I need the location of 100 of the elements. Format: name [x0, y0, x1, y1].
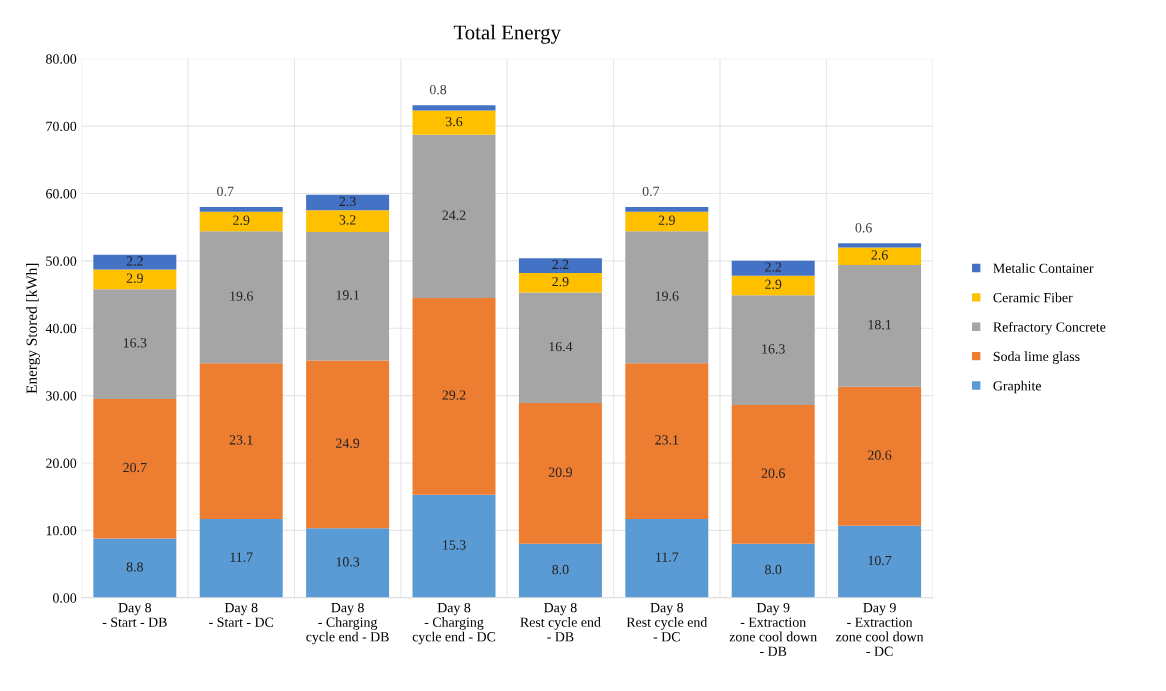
data-label: 16.3 — [762, 344, 785, 354]
y-axis-title: Energy Stored [kWh] — [26, 263, 40, 394]
bar — [306, 231, 390, 361]
x-tick-label: Day 8 - Charging cycle end - DC — [412, 602, 496, 645]
data-label: 19.6 — [655, 291, 679, 301]
bar — [199, 363, 283, 519]
legend-label: Refractory Concrete — [993, 321, 1106, 335]
bar — [306, 360, 390, 529]
bar — [731, 295, 815, 406]
bar — [731, 275, 815, 296]
data-label: 8.8 — [126, 562, 143, 572]
bar — [306, 210, 390, 232]
data-label: 29.2 — [442, 390, 466, 400]
bar — [518, 403, 602, 544]
bar — [625, 211, 709, 232]
bar — [731, 260, 815, 276]
legend-label: Ceramic Fiber — [993, 292, 1073, 303]
y-tick-label: 70.00 — [46, 121, 77, 132]
x-tick-label: Day 8 - Start - DC — [209, 602, 274, 627]
bar — [838, 525, 922, 598]
bar — [518, 272, 602, 293]
data-label: 11.7 — [656, 552, 679, 562]
y-tick-label: 60.00 — [46, 189, 77, 199]
data-label: 11.7 — [230, 552, 253, 562]
bar — [838, 264, 922, 387]
bar — [412, 134, 496, 298]
bar — [199, 518, 283, 598]
data-label: 0.8 — [429, 84, 447, 95]
bar — [838, 386, 922, 526]
x-tick-label: Day 9 - Extraction zone cool down - DC — [836, 602, 924, 656]
data-label: 8.0 — [552, 564, 569, 575]
bar — [412, 494, 496, 598]
bar — [838, 247, 922, 265]
data-label: 2.9 — [233, 215, 250, 225]
data-label: 23.1 — [229, 435, 253, 445]
data-label: 2.9 — [126, 273, 143, 283]
bar — [518, 543, 602, 598]
chart-title: Total Energy — [453, 24, 561, 44]
data-label: 0.6 — [855, 223, 872, 233]
x-tick-label: Day 8 - Start - DB — [102, 602, 167, 627]
data-label: 2.9 — [658, 215, 675, 225]
bar — [731, 543, 815, 598]
bar — [93, 398, 177, 539]
bar — [306, 194, 390, 211]
data-label: 18.1 — [868, 319, 891, 330]
data-label: 10.7 — [868, 555, 892, 566]
y-tick-label: 20.00 — [46, 458, 77, 468]
data-label: 15.3 — [443, 540, 466, 550]
bar — [412, 297, 496, 495]
y-tick-label: 0.00 — [52, 593, 77, 603]
y-tick-label: 30.00 — [46, 391, 77, 401]
data-label: 20.6 — [761, 468, 785, 478]
bar — [625, 363, 709, 519]
bar — [412, 110, 496, 135]
x-tick-label: Day 8 Rest cycle end - DB — [520, 602, 601, 642]
data-label: 23.1 — [655, 435, 679, 445]
bar — [412, 105, 496, 111]
y-tick-label: 10.00 — [46, 525, 77, 536]
y-tick-label: 40.00 — [45, 323, 77, 334]
bar — [93, 289, 177, 399]
bar — [199, 206, 283, 212]
y-tick-label: 80.00 — [46, 54, 77, 64]
legend-label: Soda lime glass — [993, 351, 1080, 364]
data-label: 20.6 — [868, 450, 892, 460]
data-label: 24.2 — [442, 210, 466, 220]
x-tick-label: Day 8 Rest cycle end - DC — [626, 602, 708, 642]
bar — [625, 518, 709, 598]
data-label: 2.9 — [765, 279, 782, 289]
data-label: 2.3 — [339, 196, 356, 207]
data-label: 3.2 — [339, 215, 356, 225]
data-label: 19.1 — [336, 290, 359, 300]
bar — [93, 254, 177, 270]
data-label: 3.6 — [445, 116, 463, 127]
data-label: 0.7 — [217, 186, 234, 197]
bar — [731, 405, 815, 544]
x-tick-label: Day 8 - Charging cycle end - DB — [306, 602, 389, 645]
bar — [625, 231, 709, 364]
data-label: 16.4 — [549, 341, 573, 352]
y-tick-label: 50.00 — [46, 256, 77, 266]
data-label: 8.0 — [765, 564, 782, 575]
data-label: 2.9 — [552, 276, 569, 287]
bar — [306, 528, 390, 598]
data-label: 20.7 — [123, 462, 147, 473]
bar — [518, 292, 602, 404]
data-label: 0.7 — [642, 186, 660, 197]
data-label: 2.2 — [126, 256, 143, 266]
data-label: 24.9 — [336, 438, 360, 448]
data-label: 2.6 — [871, 250, 888, 260]
bar — [93, 538, 177, 598]
bar — [93, 269, 177, 290]
bar — [625, 206, 709, 212]
bar — [838, 243, 922, 248]
bar — [199, 231, 283, 364]
bar — [199, 211, 283, 232]
data-label: 19.6 — [230, 291, 253, 301]
bar — [518, 258, 602, 273]
legend-label: Graphite — [993, 380, 1041, 394]
data-label: 2.2 — [765, 262, 782, 272]
legend-label: Metalic Container — [993, 263, 1094, 273]
data-label: 2.2 — [552, 259, 569, 270]
